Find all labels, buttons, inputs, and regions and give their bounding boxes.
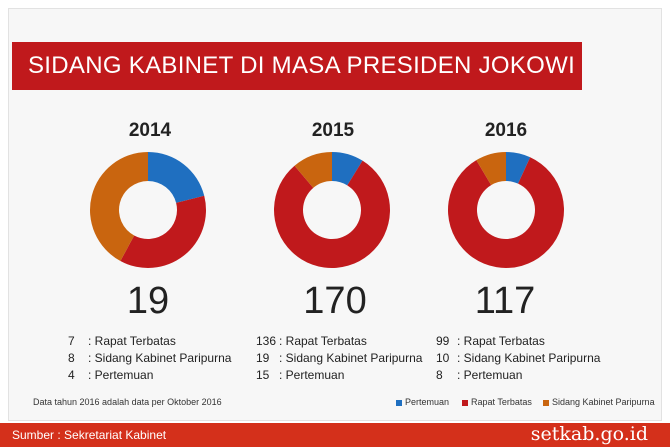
stat-count: 136 xyxy=(256,334,277,348)
stat-count: 10 xyxy=(436,351,450,365)
stat-row: 15 : Pertemuan xyxy=(256,368,344,382)
stat-row: 7 : Rapat Terbatas xyxy=(68,334,176,348)
legend-swatch xyxy=(396,399,402,406)
source-credit: Sumber : Sekretariat Kabinet xyxy=(12,428,167,442)
stat-row: 19 : Sidang Kabinet Paripurna xyxy=(256,351,422,365)
footer-bar: Sumber : Sekretariat Kabinet setkab.go.i… xyxy=(0,423,670,447)
donut-slice-rapat-terbatas xyxy=(274,160,390,268)
donut-slice-rapat-terbatas xyxy=(448,157,564,268)
total-2014: 19 xyxy=(126,280,170,322)
donut-slice-rapat-terbatas xyxy=(120,195,206,268)
stat-row: 99 : Rapat Terbatas xyxy=(436,334,545,348)
data-note: Data tahun 2016 adalah data per Oktober … xyxy=(33,397,222,407)
stat-label: : Sidang Kabinet Paripurna xyxy=(457,351,601,365)
stat-count: 4 xyxy=(68,368,75,382)
stat-label: : Pertemuan xyxy=(279,368,345,382)
year-label-2016: 2016 xyxy=(484,120,528,141)
chart-title: SIDANG KABINET DI MASA PRESIDEN JOKOWI xyxy=(12,42,582,90)
year-label-2015: 2015 xyxy=(311,120,355,141)
legend-item-pertemuan: Pertemuan xyxy=(396,397,449,407)
stat-label: : Rapat Terbatas xyxy=(279,334,367,348)
legend-item-rapat-terbatas: Rapat Terbatas xyxy=(462,397,532,407)
stat-row: 8 : Sidang Kabinet Paripurna xyxy=(68,351,231,365)
donut-slice-sidang-kabinet-paripurna xyxy=(294,152,332,188)
stat-label: : Rapat Terbatas xyxy=(457,334,545,348)
donut-chart-2015 xyxy=(274,152,390,268)
legend-swatch xyxy=(462,399,468,406)
stat-label: : Sidang Kabinet Paripurna xyxy=(88,351,232,365)
stat-label: : Pertemuan xyxy=(457,368,523,382)
stat-count: 7 xyxy=(68,334,75,348)
donut-chart-2014 xyxy=(89,152,206,268)
legend-label: Sidang Kabinet Paripurna xyxy=(552,397,655,407)
stat-label: : Sidang Kabinet Paripurna xyxy=(279,351,423,365)
stat-row: 10 : Sidang Kabinet Paripurna xyxy=(436,351,600,365)
total-2015: 170 xyxy=(303,280,367,322)
stat-row: 8 : Pertemuan xyxy=(436,368,522,382)
stat-count: 19 xyxy=(256,351,270,365)
total-2016: 117 xyxy=(474,280,536,322)
site-name: setkab.go.id xyxy=(530,423,648,445)
donut-slice-pertemuan xyxy=(148,152,205,203)
stat-label: : Rapat Terbatas xyxy=(88,334,176,348)
donut-slice-sidang-kabinet-paripurna xyxy=(89,152,148,262)
stat-label: : Pertemuan xyxy=(88,368,154,382)
donut-slice-sidang-kabinet-paripurna xyxy=(476,152,506,186)
stat-count: 8 xyxy=(436,368,443,382)
stat-count: 15 xyxy=(256,368,270,382)
legend-swatch xyxy=(543,399,549,406)
donut-chart-2016 xyxy=(448,152,564,268)
donut-slice-pertemuan xyxy=(332,152,363,186)
stat-count: 99 xyxy=(436,334,450,348)
stat-row: 136: Rapat Terbatas xyxy=(256,334,367,348)
year-label-2014: 2014 xyxy=(128,120,172,141)
legend-label: Pertemuan xyxy=(405,397,450,407)
donut-slice-pertemuan xyxy=(506,152,531,184)
legend-label: Rapat Terbatas xyxy=(471,397,532,407)
stat-count: 8 xyxy=(68,351,75,365)
legend-item-sidang-kabinet: Sidang Kabinet Paripurna xyxy=(543,397,655,407)
stat-row: 4 : Pertemuan xyxy=(68,368,153,382)
